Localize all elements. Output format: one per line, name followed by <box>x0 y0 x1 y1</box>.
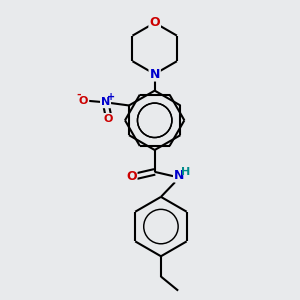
Text: H: H <box>181 167 190 177</box>
Text: O: O <box>104 114 113 124</box>
Text: -: - <box>76 90 81 100</box>
Text: N: N <box>149 68 160 81</box>
Text: O: O <box>79 96 88 106</box>
Text: O: O <box>149 16 160 29</box>
Text: O: O <box>126 170 136 183</box>
Text: +: + <box>107 92 115 102</box>
Text: N: N <box>174 169 184 182</box>
Text: N: N <box>101 97 110 107</box>
